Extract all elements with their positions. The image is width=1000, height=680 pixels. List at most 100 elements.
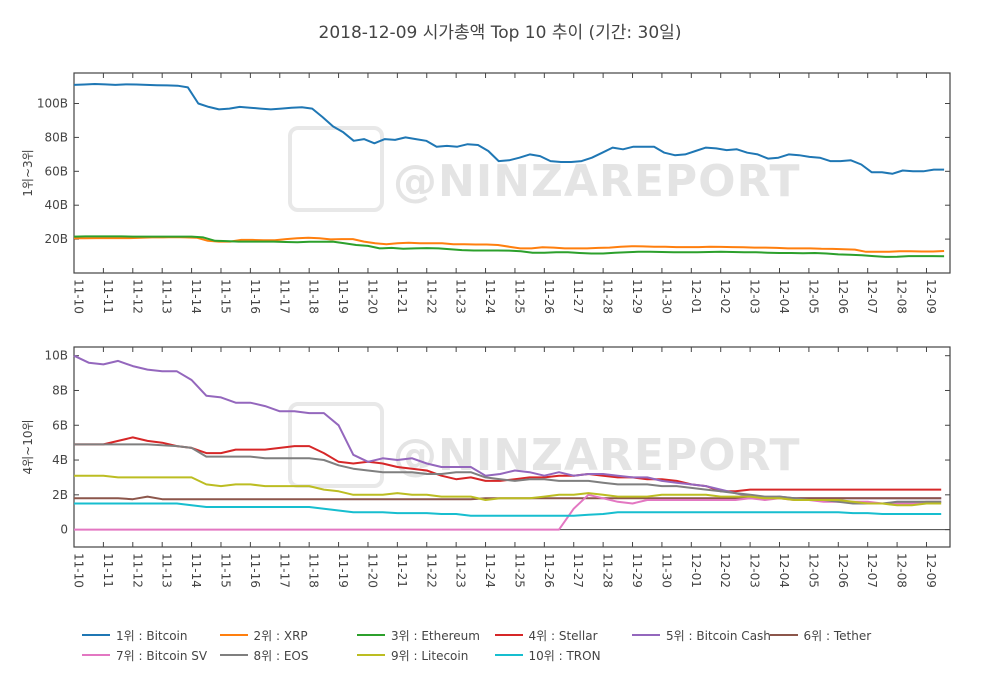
x-tick-label: 11-16 xyxy=(248,553,262,588)
chart-title: 2018-12-09 시가총액 Top 10 추이 (기간: 30일) xyxy=(319,23,682,43)
chart-panel-4-to-10: 0 2B 4B 6B 8B 10B 4위~10위 11-10 11-11 11-12 11-13 11… xyxy=(21,346,951,588)
x-tick-label: 11-13 xyxy=(160,279,174,314)
y-axis-label: 1위~3위 xyxy=(21,149,35,196)
x-tick-label: 11-14 xyxy=(189,553,203,588)
x-tick-label: 11-27 xyxy=(571,553,585,588)
plot-frame xyxy=(73,346,951,548)
x-tick-label: 11-11 xyxy=(101,553,115,588)
x-tick-label: 11-17 xyxy=(277,279,291,314)
y-tick-label: 40B xyxy=(44,198,68,212)
legend-swatch xyxy=(494,634,523,636)
series-line-7 xyxy=(74,502,942,517)
x-tick-label: 12-06 xyxy=(836,279,850,314)
x-tick-label: 11-26 xyxy=(542,553,556,588)
x-tick-label: 11-28 xyxy=(601,279,615,314)
legend-item[interactable]: 10위 : TRON xyxy=(494,646,601,664)
y-tick-label: 10B xyxy=(44,349,68,363)
x-tick-label: 11-25 xyxy=(512,279,526,314)
legend-item[interactable]: 4위 : Stellar xyxy=(494,626,598,644)
x-tick-label: 12-07 xyxy=(865,553,879,588)
x-tick-label: 11-13 xyxy=(160,553,174,588)
x-tick-label: 12-04 xyxy=(777,279,791,314)
x-tick-label: 11-12 xyxy=(130,279,144,314)
x-tick-label: 11-21 xyxy=(395,279,409,314)
x-tick-label: 11-23 xyxy=(454,553,468,588)
y-axis-label: 4위~10위 xyxy=(21,419,35,474)
x-tick-label: 12-01 xyxy=(689,279,703,314)
legend-swatch xyxy=(357,654,385,656)
watermark-monitor-icon xyxy=(288,402,384,488)
x-tick-label: 11-29 xyxy=(630,279,644,314)
x-tick-label: 12-09 xyxy=(924,279,938,314)
legend-item[interactable]: 3위 : Ethereum xyxy=(357,626,480,644)
legend-label: 4위 : Stellar xyxy=(528,628,598,643)
series-line-6 xyxy=(74,474,942,507)
y-tick-label: 20B xyxy=(44,232,68,246)
legend-item[interactable]: 2위 : XRP xyxy=(219,626,308,644)
legend-item[interactable]: 6위 : Tether xyxy=(769,626,872,644)
x-tick-label: 11-29 xyxy=(630,553,644,588)
x-tick-label: 12-03 xyxy=(748,279,762,314)
x-tick-label: 12-01 xyxy=(689,553,703,588)
x-tick-label: 11-21 xyxy=(395,553,409,588)
x-tick-label: 11-17 xyxy=(277,553,291,588)
legend-item[interactable]: 5위 : Bitcoin Cash xyxy=(632,626,771,644)
legend-item[interactable]: 9위 : Litecoin xyxy=(357,646,468,664)
legend-label: 7위 : Bitcoin SV xyxy=(116,648,208,663)
legend-item[interactable]: 8위 : EOS xyxy=(219,646,309,664)
legend-swatch xyxy=(82,654,110,656)
legend-swatch xyxy=(219,634,248,636)
chart-panel-top-3: 20B 40B 60B 80B 100B 1위~3위 11-10 11-11 11-12 11-1… xyxy=(21,72,951,314)
x-tick-label: 12-04 xyxy=(777,553,791,588)
x-tick-label: 11-22 xyxy=(424,279,438,314)
x-tick-label: 11-18 xyxy=(307,279,321,314)
legend-swatch xyxy=(82,634,110,636)
watermark-text: @NINZAREPORT xyxy=(393,156,800,207)
legend-swatch xyxy=(219,654,248,656)
y-tick-label: 80B xyxy=(44,130,68,144)
x-tick-label: 11-10 xyxy=(72,279,86,314)
x-tick-label: 12-06 xyxy=(836,553,850,588)
legend-label: 8위 : EOS xyxy=(253,648,309,663)
legend-label: 1위 : Bitcoin xyxy=(116,628,188,643)
legend-swatch xyxy=(357,634,385,636)
legend-item[interactable]: 7위 : Bitcoin SV xyxy=(82,646,207,664)
x-tick-label: 11-16 xyxy=(248,279,262,314)
x-tick-label: 12-02 xyxy=(718,553,732,588)
x-tick-label: 11-27 xyxy=(571,279,585,314)
y-tick-label: 60B xyxy=(44,164,68,178)
y-tick-label: 100B xyxy=(37,97,68,111)
watermark-bottom: @NINZAREPORT xyxy=(288,402,799,488)
y-tick-label: 2B xyxy=(52,488,68,502)
legend-label: 6위 : Tether xyxy=(803,628,872,643)
y-tick-label: 8B xyxy=(52,383,68,397)
x-tick-label: 11-18 xyxy=(307,553,321,588)
legend-label: 3위 : Ethereum xyxy=(391,628,480,643)
y-tick-label: 0 xyxy=(60,523,68,537)
series-line-1 xyxy=(73,83,945,175)
x-tick-label: 11-24 xyxy=(483,279,497,314)
legend-item[interactable]: 1위 : Bitcoin xyxy=(82,626,188,644)
series-line-2 xyxy=(74,236,945,253)
x-tick-label: 12-09 xyxy=(924,553,938,588)
legend-swatch xyxy=(632,634,660,636)
x-tick-label: 12-02 xyxy=(718,279,732,314)
x-tick-label: 11-25 xyxy=(512,553,526,588)
legend-label: 2위 : XRP xyxy=(253,628,308,643)
x-tick-label: 11-22 xyxy=(424,553,438,588)
x-tick-label: 11-20 xyxy=(365,279,379,314)
series-line-3 xyxy=(73,235,945,258)
x-tick-label: 11-30 xyxy=(659,553,673,588)
x-tick-label: 11-24 xyxy=(483,553,497,588)
plot-frame xyxy=(73,72,951,274)
legend-label: 9위 : Litecoin xyxy=(391,648,469,663)
legend-swatch xyxy=(494,654,523,656)
x-tick-label: 11-15 xyxy=(218,279,232,314)
x-tick-label: 12-03 xyxy=(748,553,762,588)
x-tick-label: 11-28 xyxy=(601,553,615,588)
x-tick-label: 12-08 xyxy=(895,553,909,588)
x-tick-label: 11-19 xyxy=(336,279,350,314)
legend-label: 5위 : Bitcoin Cash xyxy=(666,628,771,643)
x-tick-label: 11-14 xyxy=(189,279,203,314)
